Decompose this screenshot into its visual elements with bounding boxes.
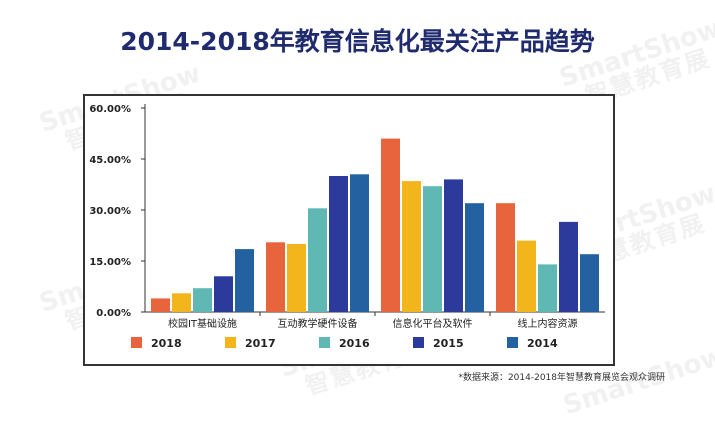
legend-label-2016: 2016	[339, 337, 370, 350]
chart-title: 2014-2018年教育信息化最关注产品趋势	[120, 27, 595, 56]
bar-2014	[580, 254, 599, 312]
bar-2017	[517, 240, 536, 312]
y-tick-label: 0.00%	[96, 308, 131, 319]
y-tick-label: 60.00%	[89, 104, 131, 115]
x-tick-label: 互动教学硬件设备	[278, 317, 358, 330]
bar-2018	[496, 203, 515, 312]
bar-2016	[308, 208, 327, 312]
bar-2017	[287, 244, 306, 312]
bar-2014	[350, 174, 369, 312]
x-tick-label: 校园IT基础设施	[168, 317, 237, 330]
data-source-note: *数据来源：2014-2018年智慧教育展览会观众调研	[458, 373, 665, 383]
y-tick-label: 30.00%	[89, 206, 131, 217]
legend-label-2014: 2014	[527, 337, 558, 350]
bar-2015	[444, 179, 463, 312]
bar-2015	[329, 176, 348, 312]
legend-label-2018: 2018	[151, 337, 182, 350]
legend-swatch-2014	[507, 337, 518, 348]
bar-2016	[538, 264, 557, 312]
bar-2018	[151, 298, 170, 312]
legend-swatch-2018	[131, 337, 142, 348]
bar-2017	[172, 293, 191, 312]
y-tick-label: 45.00%	[89, 155, 131, 166]
legend-swatch-2017	[225, 337, 236, 348]
bar-2016	[193, 288, 212, 312]
legend-label-2017: 2017	[245, 337, 276, 350]
bar-2014	[465, 203, 484, 312]
bar-2015	[214, 276, 233, 312]
bar-2015	[559, 221, 578, 312]
bar-2018	[381, 138, 400, 312]
chart-frame: 0.00% 15.00% 30.00% 45.00% 60.00% 校园IT基础设施 互动教…	[83, 94, 615, 366]
bar-2018	[266, 242, 285, 312]
legend-swatch-2016	[319, 337, 330, 348]
x-tick-label: 线上内容资源	[518, 317, 578, 330]
y-tick-label: 15.00%	[89, 257, 131, 268]
bar-chart: 0.00% 15.00% 30.00% 45.00% 60.00% 校园IT基础设施 互动教…	[89, 104, 605, 350]
bar-2017	[402, 181, 421, 312]
x-tick-label: 信息化平台及软件	[393, 317, 473, 330]
legend-label-2015: 2015	[433, 337, 464, 350]
bar-2014	[235, 249, 254, 312]
legend-swatch-2015	[413, 337, 424, 348]
bar-2016	[423, 186, 442, 312]
